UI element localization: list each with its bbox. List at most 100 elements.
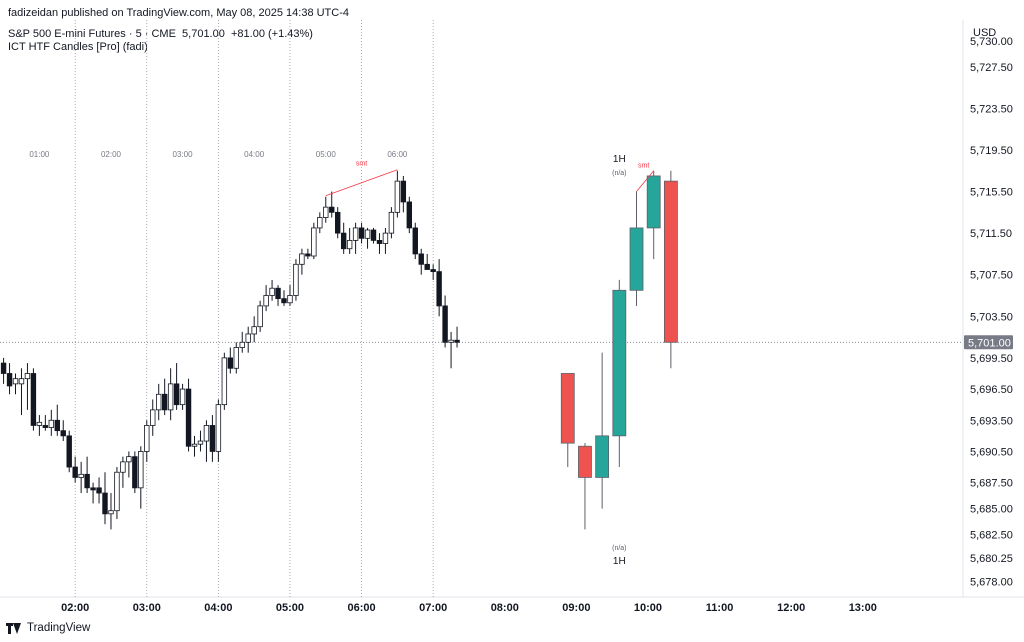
ltf-candle-body — [167, 383, 174, 411]
price-tick-label: 5,703.50 — [970, 311, 1013, 323]
ltf-candle-body — [132, 456, 138, 489]
ltf-candle-body — [448, 339, 454, 343]
ltf-candle-body — [430, 269, 436, 272]
htf-smt-line — [636, 170, 655, 192]
price-tick-label: 5,711.50 — [970, 228, 1012, 240]
ltf-candle-body — [239, 341, 245, 348]
ltf-candle-body — [335, 211, 341, 234]
time-tick-label: 06:00 — [348, 602, 376, 614]
time-tick-label: 08:00 — [491, 602, 519, 614]
ltf-candle-body — [281, 298, 287, 304]
ltf-candle-body — [233, 347, 239, 369]
time-tick-label: 07:00 — [419, 602, 447, 614]
session-label: 06:00 — [387, 150, 408, 159]
ltf-candle-body — [18, 378, 25, 385]
ltf-candle-body — [245, 333, 251, 343]
ltf-candle-body — [144, 425, 150, 452]
ltf-candle-body — [227, 357, 234, 369]
time-tick-label: 02:00 — [61, 602, 89, 614]
ltf-candle-body — [191, 443, 198, 447]
htf-candle-body — [560, 373, 575, 444]
ltf-candle-body — [24, 373, 31, 380]
time-tick-label: 05:00 — [276, 602, 304, 614]
price-tick-label: 5,693.50 — [970, 415, 1013, 427]
price-tick-label: 5,682.50 — [970, 530, 1013, 542]
session-label: 01:00 — [29, 150, 50, 159]
ltf-candle-body — [203, 425, 210, 442]
htf-label-top: 1H — [613, 154, 626, 165]
symbol-legend: S&P 500 E-mini Futures · 5 · CME 5,701.0… — [8, 28, 313, 40]
time-tick-label: 13:00 — [849, 602, 877, 614]
symbol-name[interactable]: S&P 500 E-mini Futures · 5 · CME — [8, 28, 176, 40]
ltf-candle-body — [311, 227, 317, 257]
htf-candle-body — [595, 435, 610, 478]
ltf-candle-body — [161, 393, 168, 411]
session-label: 04:00 — [244, 150, 265, 159]
price-tick-label: 5,699.50 — [970, 353, 1013, 365]
brand-label: TradingView — [27, 622, 91, 634]
time-tick-label: 04:00 — [204, 602, 232, 614]
ltf-candle-body — [60, 430, 66, 437]
ltf-candle-body — [48, 419, 55, 428]
ltf-candle-body — [388, 211, 395, 234]
ltf-candle-body — [108, 510, 114, 515]
price-tick-label: 5,680.25 — [970, 553, 1013, 565]
ltf-candle-body — [275, 287, 281, 300]
ltf-candle-body — [150, 409, 156, 426]
htf-candle-body — [612, 289, 627, 437]
ltf-candle-body — [287, 295, 293, 304]
ltf-candle-body — [293, 263, 299, 296]
time-tick-label: 12:00 — [777, 602, 805, 614]
session-label: 03:00 — [173, 150, 194, 159]
htf-label-bottom: 1H — [613, 556, 626, 567]
ltf-candle-body — [66, 435, 72, 468]
price-tick-label: 5,723.50 — [970, 103, 1013, 115]
ltf-candle-body — [221, 357, 228, 406]
htf-candle-body — [663, 180, 678, 343]
ltf-candle-body — [370, 229, 377, 241]
ltf-candle-body — [6, 373, 13, 387]
ltf-candle-body — [185, 388, 192, 447]
last-price-badge — [964, 335, 1013, 350]
time-tick-label: 11:00 — [706, 602, 734, 614]
currency-label[interactable]: USD — [973, 27, 997, 39]
htf-candle-body — [629, 227, 644, 291]
ltf-candle-body — [346, 240, 353, 250]
ltf-candle-body — [78, 473, 84, 478]
smt-line — [325, 169, 398, 197]
ltf-candle-body — [251, 326, 257, 335]
ltf-candle-body — [156, 393, 162, 411]
time-tick-label: 10:00 — [634, 602, 662, 614]
htf-sublabel-bottom: (n/a) — [612, 545, 626, 552]
ltf-candle-body — [263, 295, 269, 307]
price-tick-label: 5,707.50 — [970, 270, 1013, 282]
ltf-candle-body — [323, 206, 329, 218]
ltf-candle-body — [400, 180, 407, 203]
session-label: 02:00 — [101, 150, 122, 159]
ltf-candle-body — [102, 492, 108, 515]
ltf-candle-body — [257, 305, 263, 328]
ltf-candle-body — [352, 227, 359, 241]
ltf-candle-body — [42, 425, 49, 428]
ltf-candle-body — [96, 487, 102, 494]
time-tick-label: 09:00 — [562, 602, 590, 614]
ltf-candle-body — [269, 287, 275, 296]
session-label: 05:00 — [316, 150, 337, 159]
price-change: +81.00 (+1.43%) — [230, 28, 313, 40]
indicator-legend[interactable]: ICT HTF Candles [Pro] (fadi) — [8, 41, 148, 53]
ltf-candle-body — [436, 271, 442, 307]
ltf-candle-body — [114, 471, 120, 512]
ltf-candle-body — [305, 253, 311, 257]
htf-sublabel-top: (n/a) — [612, 170, 626, 177]
price-tick-label: 5,719.50 — [970, 145, 1013, 157]
ltf-candle-body — [84, 473, 90, 489]
tradingview-footer: TradingView — [6, 622, 90, 634]
ltf-candle-body — [173, 383, 180, 406]
ltf-candle-body — [424, 263, 430, 270]
ltf-candle-body — [299, 253, 305, 265]
ltf-candle-body — [329, 206, 335, 213]
htf-candle-body — [646, 175, 661, 229]
ltf-candle-body — [0, 362, 7, 374]
price-tick-label: 5,678.00 — [970, 576, 1013, 588]
